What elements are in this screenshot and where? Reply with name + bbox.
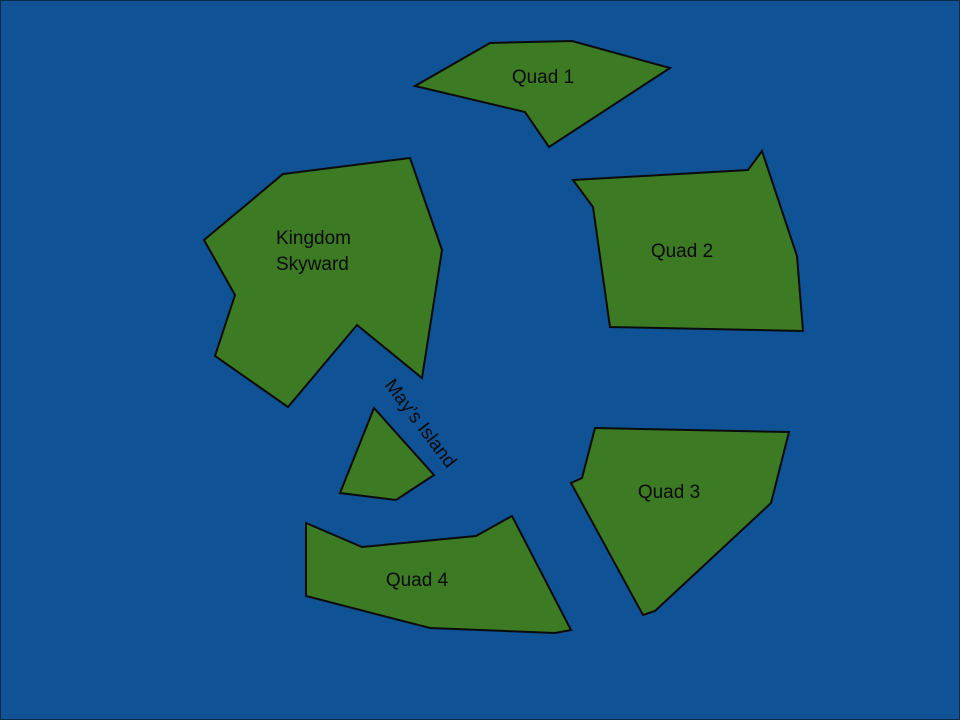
mays-island-landmass[interactable] [338, 406, 436, 502]
kingdom-skyward-label-line-1: Kingdom [276, 228, 351, 249]
kingdom-skyward-label-line-2: Skyward [276, 254, 349, 275]
quad-4-label: Quad 4 [386, 570, 449, 591]
kingdom-skyward-label: Kingdom Skyward [276, 228, 356, 275]
quad-2-landmass[interactable] [571, 148, 805, 333]
kingdom-skyward-landmass[interactable] [202, 156, 444, 409]
quad-3-landmass[interactable] [569, 426, 791, 617]
quad-1-label: Quad 1 [512, 67, 574, 88]
quad-1-landmass[interactable] [412, 39, 673, 149]
quad-3-label: Quad 3 [638, 482, 700, 503]
quad-2-label: Quad 2 [651, 241, 713, 262]
quad-4-landmass[interactable] [305, 514, 573, 635]
